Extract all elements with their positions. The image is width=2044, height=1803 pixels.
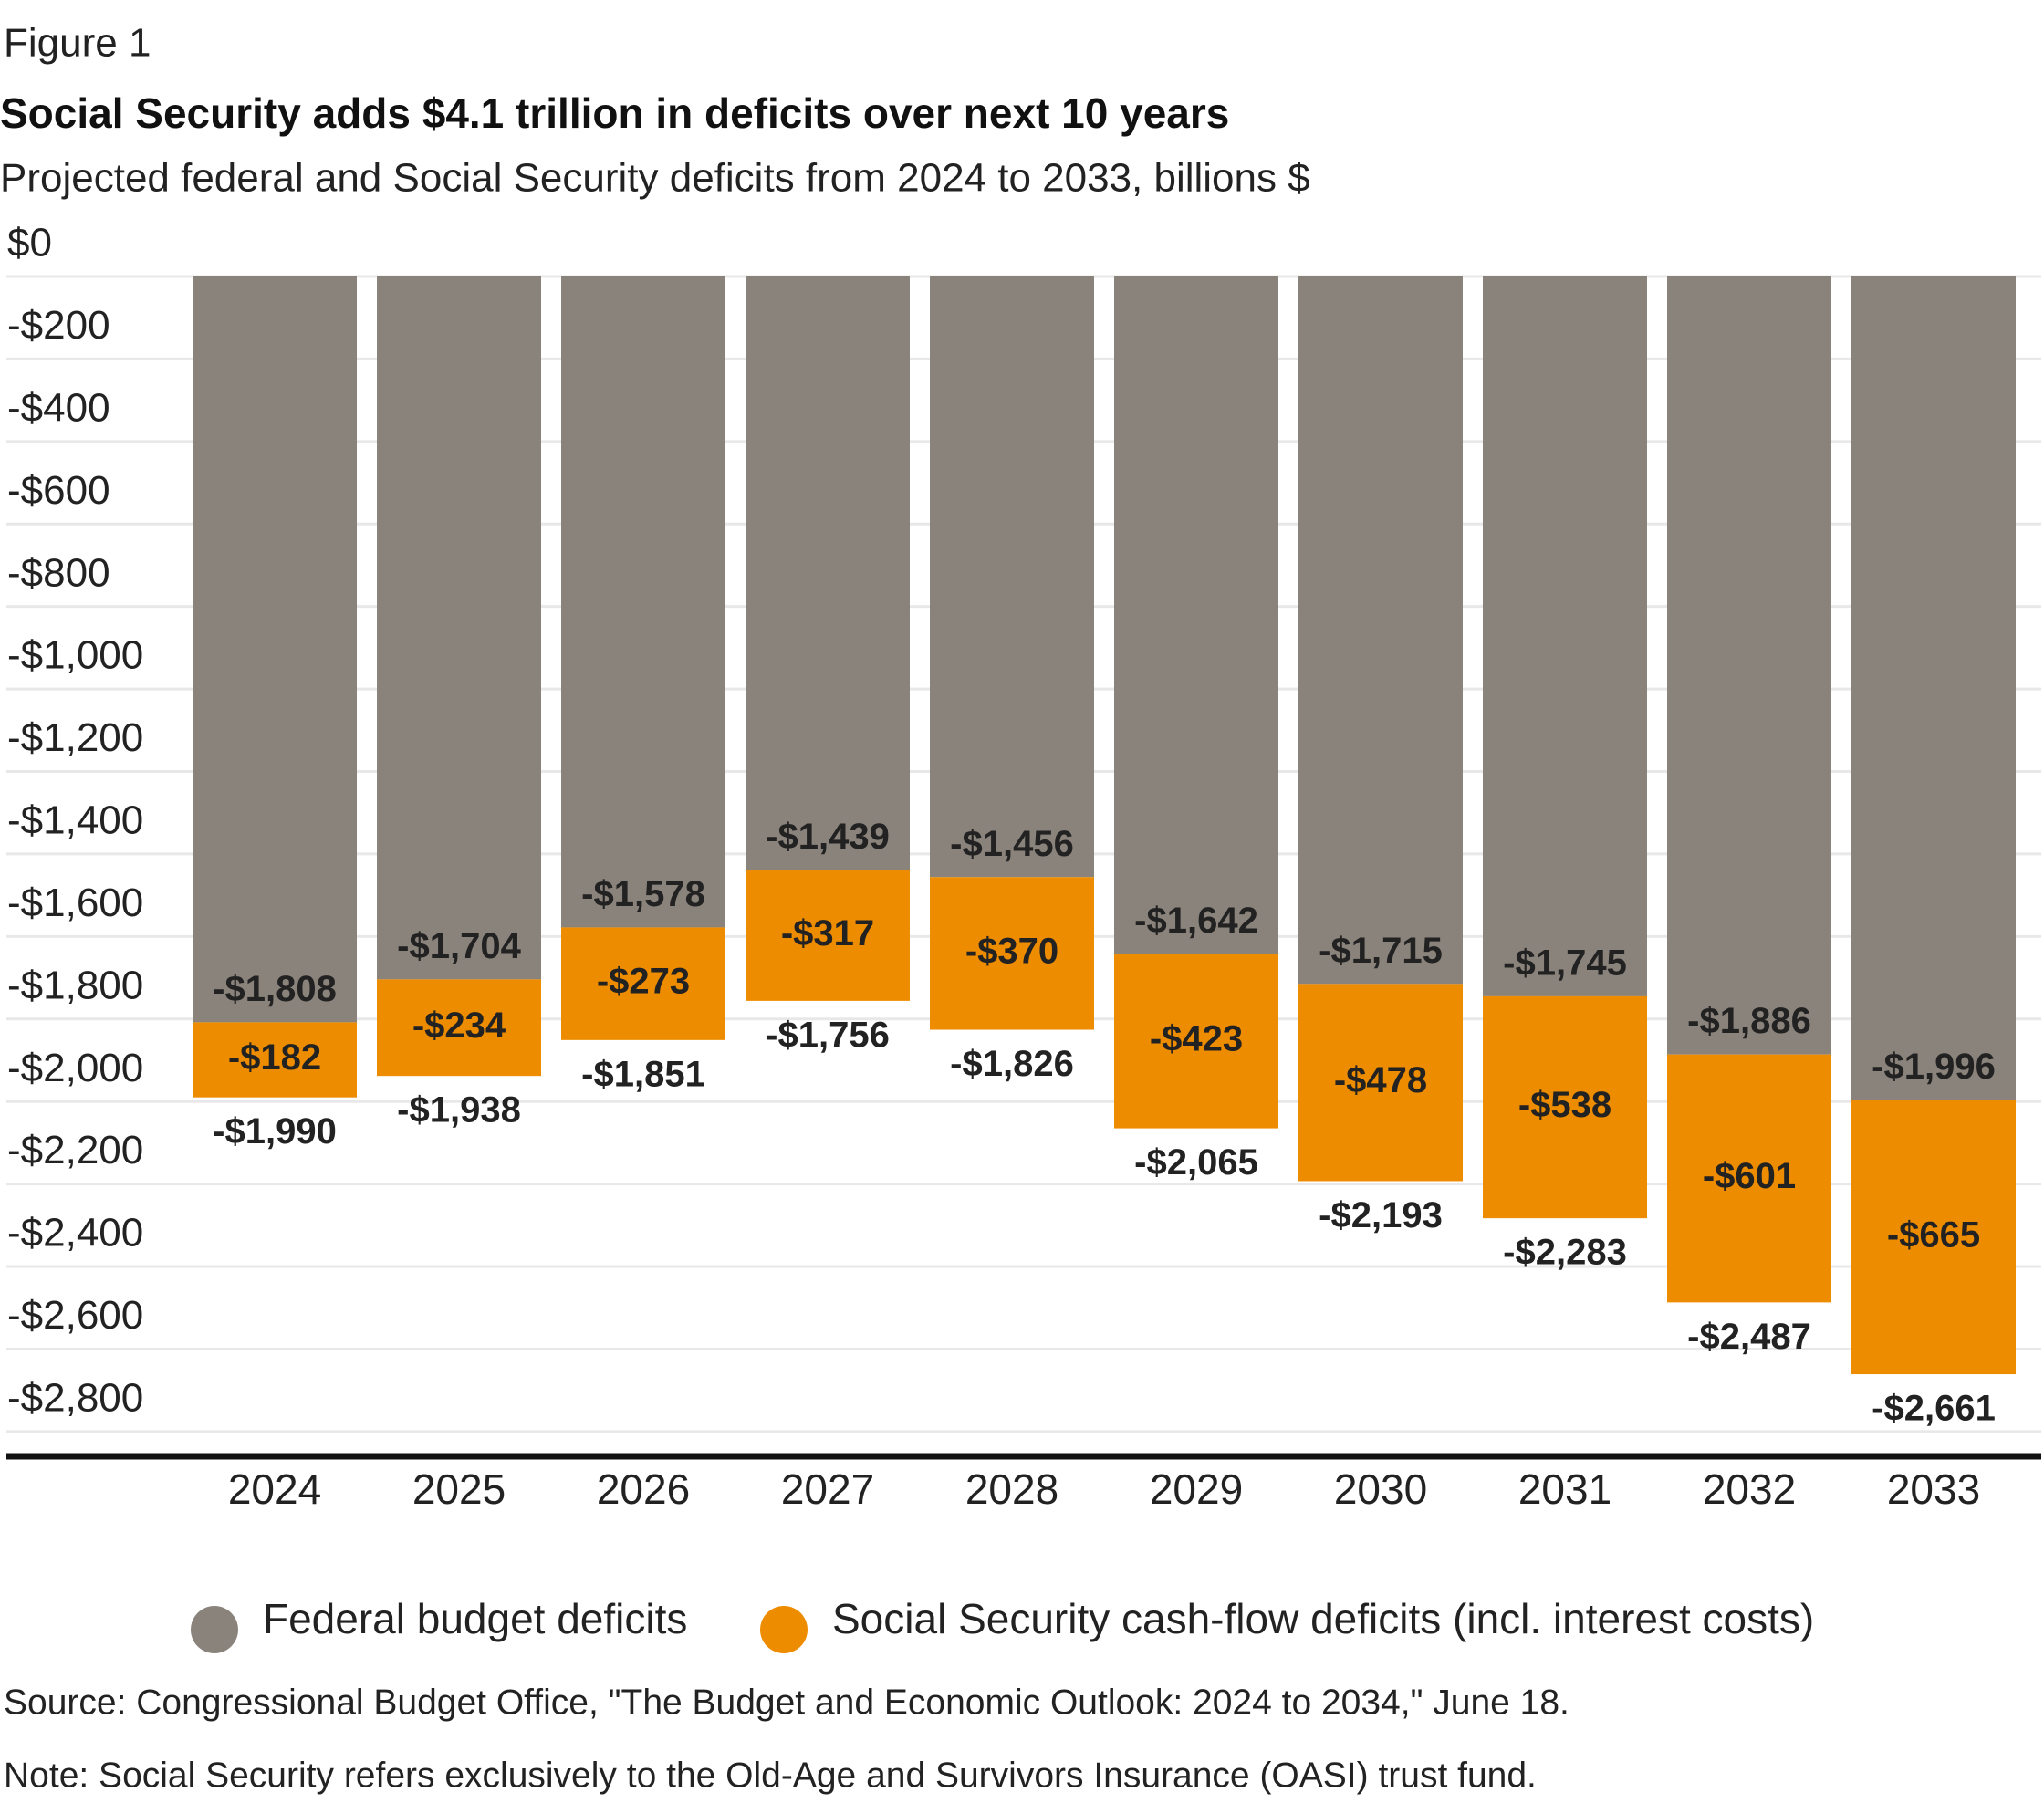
bar-segment (1483, 995, 1647, 1219)
figure-label: Figure 1 (4, 21, 151, 66)
legend-swatch (191, 1606, 238, 1653)
y-tick-label: -$1,200 (7, 715, 143, 760)
bar-segment (1667, 1054, 1831, 1303)
total-label: -$1,851 (581, 1054, 705, 1094)
x-tick-label: 2029 (1150, 1465, 1243, 1513)
value-label: -$538 (1518, 1085, 1611, 1125)
y-tick-label: -$1,400 (7, 798, 143, 843)
bar-segment (561, 276, 725, 928)
y-tick-label: -$2,200 (7, 1128, 143, 1172)
y-tick-label: -$600 (7, 468, 110, 513)
value-label: -$1,578 (581, 874, 705, 914)
x-tick-label: 2028 (965, 1465, 1058, 1513)
value-label: -$423 (1150, 1019, 1243, 1059)
x-tick-label: 2026 (597, 1465, 690, 1513)
y-tick-label: -$1,000 (7, 633, 143, 678)
x-tick-label: 2031 (1518, 1465, 1611, 1513)
y-tick-label: -$2,800 (7, 1375, 143, 1420)
bar-segment (1298, 276, 1463, 985)
bar-segment (1667, 276, 1831, 1055)
y-tick-label: $0 (7, 221, 52, 266)
bar-segment (1114, 954, 1278, 1129)
bar-segment (746, 276, 910, 870)
total-label: -$2,661 (1872, 1389, 1996, 1429)
y-tick-label: -$400 (7, 385, 110, 430)
x-tick-label: 2032 (1703, 1465, 1796, 1513)
value-label: -$1,642 (1134, 901, 1258, 941)
value-label: -$601 (1703, 1156, 1796, 1196)
bar-segment (746, 870, 910, 1001)
total-label: -$2,193 (1319, 1195, 1443, 1235)
y-tick-label: -$1,800 (7, 963, 143, 1007)
bar-segment (1851, 276, 2016, 1100)
bar-segment (930, 276, 1094, 878)
y-tick-label: -$2,600 (7, 1293, 143, 1338)
x-tick-label: 2024 (228, 1465, 321, 1513)
value-label: -$1,745 (1503, 943, 1627, 983)
note: Note: Social Security refers exclusively… (4, 1756, 1537, 1795)
total-label: -$1,826 (950, 1044, 1074, 1084)
y-tick-label: -$2,000 (7, 1046, 143, 1090)
value-label: -$370 (965, 931, 1058, 971)
legend-label: Social Security cash-flow deficits (incl… (832, 1595, 1814, 1642)
total-label: -$1,756 (766, 1015, 890, 1055)
legend-label: Federal budget deficits (263, 1595, 687, 1642)
value-label: -$317 (781, 913, 874, 954)
x-tick-label: 2027 (781, 1465, 874, 1513)
bar-segment (1851, 1100, 2016, 1375)
x-tick-label: 2030 (1334, 1465, 1427, 1513)
total-label: -$1,938 (397, 1090, 521, 1131)
value-label: -$1,996 (1872, 1047, 1996, 1087)
x-tick-label: 2025 (412, 1465, 506, 1513)
bar-segment (1483, 276, 1647, 996)
y-tick-label: -$2,400 (7, 1211, 143, 1256)
chart-subtitle: Projected federal and Social Security de… (0, 156, 1310, 201)
value-label: -$273 (597, 962, 690, 1002)
value-label: -$1,456 (950, 824, 1074, 864)
value-label: -$234 (412, 1006, 506, 1046)
value-label: -$1,704 (397, 926, 521, 966)
y-tick-label: -$200 (7, 303, 110, 348)
chart-title: Social Security adds $4.1 trillion in de… (0, 89, 1229, 137)
bar-segment (1298, 984, 1463, 1182)
bar-segment (561, 927, 725, 1040)
y-tick-label: -$1,600 (7, 881, 143, 925)
bar-segment (377, 276, 541, 980)
total-label: -$2,487 (1687, 1317, 1811, 1357)
value-label: -$1,808 (213, 969, 337, 1009)
y-tick-label: -$800 (7, 550, 110, 595)
bar-segment (193, 1022, 357, 1098)
bar-segment (930, 877, 1094, 1030)
bar-segment (193, 276, 357, 1023)
value-label: -$1,886 (1687, 1001, 1811, 1041)
total-label: -$1,990 (213, 1111, 337, 1152)
bar-segment (1114, 276, 1278, 954)
value-label: -$665 (1887, 1214, 1980, 1255)
source: Source: Congressional Budget Office, "Th… (4, 1683, 1570, 1722)
total-label: -$2,283 (1503, 1233, 1627, 1273)
value-label: -$182 (228, 1037, 321, 1078)
total-label: -$2,065 (1134, 1142, 1258, 1183)
x-tick-label: 2033 (1887, 1465, 1980, 1513)
legend-swatch (760, 1606, 808, 1653)
value-label: -$1,715 (1319, 931, 1443, 971)
value-label: -$1,439 (766, 817, 890, 857)
value-label: -$478 (1334, 1060, 1427, 1100)
bar-segment (377, 979, 541, 1077)
